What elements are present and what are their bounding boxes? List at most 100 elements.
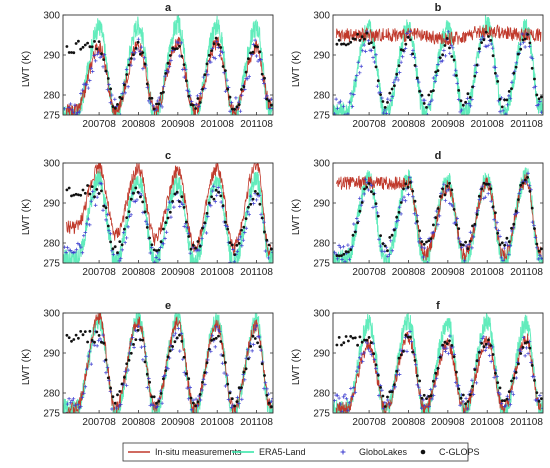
- globolakes-point: [372, 60, 377, 64]
- globolakes-point: [520, 32, 524, 36]
- globolakes-point: [173, 331, 178, 335]
- globolakes-point: [203, 382, 207, 387]
- x-tick-label: 200808: [392, 267, 426, 278]
- y-tick-label: 280: [313, 91, 330, 102]
- c-glops-point: [374, 65, 378, 69]
- globolakes-point: [263, 249, 268, 253]
- globolakes-point: [155, 404, 160, 409]
- c-glops-point: [335, 42, 339, 46]
- c-glops-point: [409, 38, 412, 42]
- globolakes-point: [419, 406, 424, 410]
- globolakes-point: [129, 213, 133, 217]
- globolakes-point: [467, 242, 471, 247]
- c-glops-point: [425, 397, 428, 400]
- c-glops-point: [77, 336, 80, 340]
- globolakes-point: [507, 94, 511, 98]
- c-glops-point: [106, 77, 110, 80]
- globolakes-point: [340, 115, 344, 119]
- globolakes-point: [381, 406, 386, 411]
- c-glops-point: [514, 209, 518, 213]
- globolakes-point: [211, 184, 216, 189]
- globolakes-point: [251, 42, 256, 47]
- c-glops-point: [106, 224, 110, 228]
- globolakes-point: [414, 362, 418, 367]
- globolakes-point: [498, 234, 502, 239]
- globolakes-point: [374, 204, 378, 209]
- c-glops-point: [79, 193, 83, 197]
- globolakes-point: [363, 49, 368, 54]
- c-glops-point: [523, 178, 527, 182]
- c-glops-point: [420, 396, 424, 400]
- globolakes-point: [456, 97, 461, 102]
- globolakes-point: [501, 109, 505, 113]
- globolakes-point: [172, 333, 176, 338]
- globolakes-point: [526, 351, 530, 356]
- c-glops-point: [81, 188, 85, 192]
- y-tick-label: 280: [313, 389, 330, 400]
- globolakes-point: [101, 64, 105, 69]
- panel-frame: [62, 312, 274, 414]
- globolakes-point: [505, 243, 510, 248]
- globolakes-point: [113, 97, 117, 102]
- c-glops-point: [136, 190, 140, 194]
- c-glops-point: [356, 221, 359, 225]
- c-glops-point: [383, 244, 387, 248]
- c-glops-point: [70, 51, 73, 54]
- c-glops-point: [247, 357, 250, 361]
- y-tick-label: 290: [43, 349, 60, 360]
- c-glops-point: [441, 343, 444, 347]
- globolakes-point: [388, 239, 393, 243]
- series-era5-land: [333, 15, 543, 115]
- c-glops-point: [228, 95, 232, 99]
- c-glops-point: [482, 345, 486, 349]
- globolakes-point: [86, 217, 91, 221]
- globolakes-point: [536, 102, 541, 107]
- globolakes-point: [245, 347, 250, 352]
- globolakes-point: [523, 354, 527, 358]
- globolakes-point: [220, 361, 225, 366]
- globolakes-point: [83, 384, 88, 389]
- c-glops-point: [372, 46, 376, 49]
- globolakes-point: [374, 52, 378, 57]
- c-glops-point: [79, 330, 83, 333]
- globolakes-point: [443, 54, 448, 58]
- c-glops-point: [141, 51, 145, 54]
- c-glops-point: [530, 66, 534, 70]
- globolakes-point: [209, 349, 213, 354]
- c-glops-point: [233, 107, 237, 111]
- c-glops-point: [109, 240, 112, 244]
- c-glops-point: [457, 387, 461, 391]
- globolakes-point: [369, 48, 374, 53]
- c-glops-point: [537, 249, 541, 253]
- c-glops-point: [175, 47, 179, 50]
- x-tick-label: 200908: [431, 417, 465, 428]
- c-glops-point: [455, 74, 458, 77]
- globolakes-point: [442, 48, 446, 53]
- c-glops-point: [70, 194, 73, 198]
- c-glops-point: [395, 369, 399, 373]
- c-glops-point: [374, 363, 378, 367]
- globolakes-point: [63, 414, 67, 418]
- globolakes-point: [349, 91, 353, 96]
- globolakes-point: [502, 246, 507, 250]
- c-glops-point: [104, 206, 108, 210]
- globolakes-point: [443, 198, 448, 203]
- globolakes-point: [385, 254, 390, 259]
- globolakes-point: [508, 243, 513, 248]
- x-tick-label: 200808: [122, 119, 156, 130]
- c-glops-point: [441, 187, 444, 191]
- globolakes-point: [132, 57, 136, 61]
- globolakes-point: [166, 207, 170, 212]
- globolakes-point: [222, 371, 226, 375]
- panel-label: e: [165, 300, 171, 312]
- c-glops-point: [434, 70, 438, 74]
- x-tick-label: 201108: [510, 267, 543, 278]
- y-tick-label: 275: [313, 111, 330, 122]
- legend-item: GloboLakes: [340, 447, 408, 457]
- globolakes-point: [453, 220, 458, 225]
- x-tick-label: 200908: [161, 417, 195, 428]
- globolakes-point: [535, 246, 539, 250]
- globolakes-point: [400, 54, 405, 59]
- c-glops-point: [251, 334, 255, 338]
- x-tick-label: 200808: [392, 417, 426, 428]
